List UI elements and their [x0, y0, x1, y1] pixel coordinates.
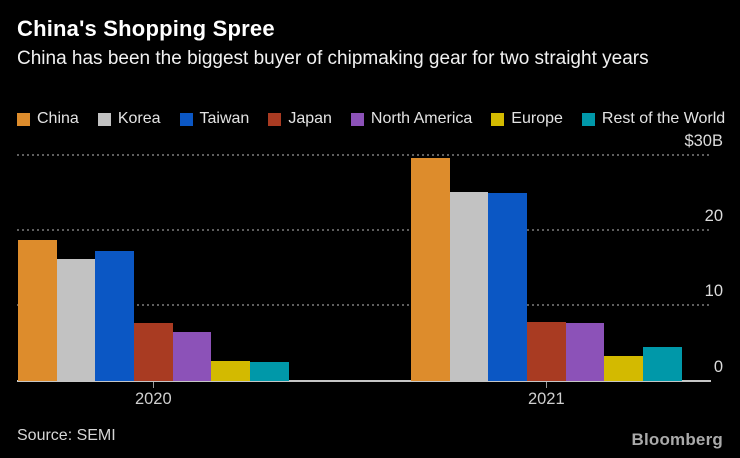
legend-swatch-japan	[268, 112, 282, 126]
x-axis-tick-2020	[152, 381, 155, 388]
legend-swatch-north-america	[350, 112, 364, 126]
bar-japan-2021	[526, 321, 566, 381]
bar-korea-2020	[56, 259, 96, 381]
legend-label: Europe	[511, 110, 563, 127]
bar-group-2020	[18, 239, 289, 381]
bar-rest-of-the-world-2021	[642, 347, 682, 381]
legend-item-china: China	[17, 110, 79, 128]
x-axis-tick-2021	[545, 381, 548, 388]
bar-north-america-2021	[565, 323, 605, 381]
bar-taiwan-2020	[95, 250, 134, 381]
bloomberg-logo: Bloomberg	[631, 430, 723, 449]
bar-korea-2021	[449, 192, 489, 381]
legend-swatch-china	[17, 112, 30, 126]
gridline-30	[17, 153, 711, 156]
legend-item-rest-of-the-world: Rest of the World	[581, 110, 726, 128]
legend-label: Korea	[117, 110, 161, 127]
legend-swatch-taiwan	[179, 112, 193, 126]
legend-item-taiwan: Taiwan	[179, 110, 250, 128]
legend-item-korea: Korea	[97, 110, 161, 128]
legend-label: Rest of the World	[601, 110, 726, 127]
bar-china-2021	[411, 157, 450, 381]
bar-japan-2020	[133, 323, 173, 381]
y-axis-label-10: 10	[704, 282, 723, 301]
legend-item-europe: Europe	[491, 110, 563, 128]
legend: China Korea Taiwan Japan North America Europe…	[17, 110, 725, 128]
gridline-10	[17, 304, 711, 307]
x-axis-line	[17, 380, 711, 382]
legend-swatch-korea	[97, 112, 111, 126]
legend-swatch-europe	[491, 112, 505, 126]
legend-item-japan: Japan	[268, 110, 332, 128]
legend-label: China	[37, 110, 79, 127]
bar-group-2021	[411, 157, 682, 381]
bar-taiwan-2021	[488, 192, 527, 381]
chart-title: China's Shopping Spree	[17, 16, 275, 41]
source-note: Source: SEMI	[17, 427, 116, 444]
legend-label: Taiwan	[199, 110, 250, 127]
legend-item-north-america: North America	[350, 110, 473, 128]
y-axis-label-30: $30B	[684, 131, 723, 150]
bar-europe-2021	[604, 356, 643, 381]
legend-label: Japan	[288, 110, 332, 127]
bar-europe-2020	[211, 360, 250, 381]
legend-label: North America	[370, 110, 473, 127]
y-axis-label-0: 0	[713, 357, 723, 376]
gridline-20	[17, 228, 711, 231]
x-axis-label-2021: 2021	[527, 390, 565, 408]
chart-subtitle: China has been the biggest buyer of chip…	[17, 48, 649, 69]
bar-china-2020	[18, 239, 57, 381]
legend-swatch-rest-of-the-world	[581, 112, 595, 126]
bar-rest-of-the-world-2020	[249, 362, 289, 381]
bar-north-america-2020	[172, 331, 212, 381]
x-axis-label-2020: 2020	[134, 390, 172, 408]
y-axis-label-20: 20	[704, 206, 723, 225]
